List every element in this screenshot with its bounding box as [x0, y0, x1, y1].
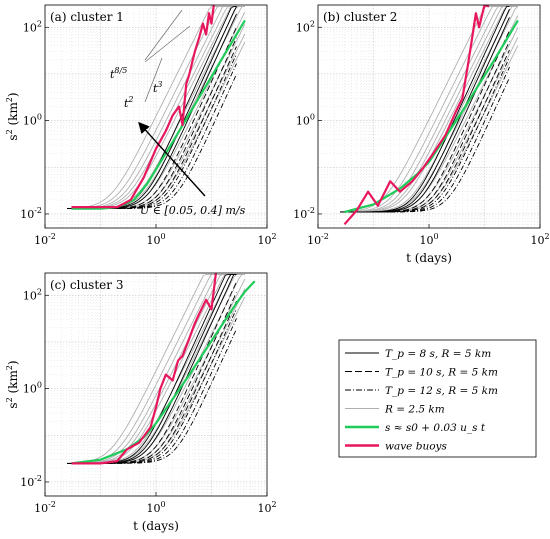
arrow-label: U ∈ [0.05, 0.4] m/s — [140, 204, 246, 217]
y-tick-label: 102 — [23, 287, 42, 302]
grey-model-curve — [340, 5, 518, 213]
black-model-curve — [67, 308, 237, 464]
x-axis-label: t (days) — [133, 519, 179, 533]
fit-line — [71, 280, 256, 465]
black-model-curve — [340, 5, 510, 213]
black-model-curve — [340, 66, 510, 213]
black-model-curve — [340, 77, 510, 213]
y-tick-label: 102 — [296, 19, 315, 34]
x-axis-label: t (days) — [406, 251, 452, 265]
y-tick-label: 102 — [23, 19, 42, 34]
grid — [45, 5, 267, 228]
legend-label: wave buoys — [385, 441, 447, 453]
legend-label: T_p = 12 s, R = 5 km — [385, 385, 498, 397]
panel-cluster-3: 10-2 100 102 10-2 100 102 (c) cluster 3 t (days… — [5, 272, 277, 533]
model-curves — [340, 5, 519, 226]
panel-cluster-1: 10-2 100 102 10-2 100 102 (a) cluster 1 s2 (km2… — [5, 4, 277, 247]
black-model-curve — [67, 13, 237, 210]
panel-label: (c) cluster 3 — [50, 278, 123, 292]
y-tick-label: 10-2 — [20, 206, 42, 221]
y-tick-label: 10-2 — [293, 206, 315, 221]
grey-model-curve — [67, 5, 245, 209]
grey-model-curve — [340, 5, 518, 213]
x-tick-label: 100 — [419, 232, 438, 247]
model-curves — [67, 273, 256, 465]
wave-buoys-line — [71, 5, 215, 209]
legend-label: s ≈ s0 + 0.03 u_s t — [385, 422, 486, 434]
slope-label: t2 — [124, 95, 134, 110]
y-tick-label: 100 — [23, 113, 42, 128]
legend-label: R = 2.5 km — [384, 404, 445, 416]
annotations: t8/5 t3 t2 U ∈ [0.05, 0.4] m/s — [110, 9, 246, 217]
y-axis-label: s2 (km2) — [5, 92, 20, 140]
x-tick-label: 100 — [146, 232, 165, 247]
black-model-curve — [340, 57, 510, 213]
legend-label: T_p = 8 s, R = 5 km — [385, 348, 491, 360]
wave-buoys-line — [343, 5, 490, 226]
slope-label: t3 — [153, 80, 163, 95]
model-curves — [67, 5, 246, 210]
x-tick-label: 10-2 — [34, 232, 56, 247]
black-model-curve — [67, 63, 237, 210]
panel-label: (a) cluster 1 — [50, 10, 124, 24]
arrow — [138, 121, 206, 197]
black-model-curve — [340, 8, 510, 213]
y-axis-label: s2 (km2) — [5, 360, 20, 408]
x-tick-label: 102 — [530, 232, 549, 247]
x-tick-label: 102 — [257, 500, 276, 515]
x-tick-label: 100 — [146, 500, 165, 515]
black-model-curve — [340, 49, 510, 213]
panel-cluster-2: 10-2 100 102 10-2 100 102 (b) cluster 2 t (days… — [293, 4, 550, 265]
slope-line — [144, 9, 183, 61]
x-tick-label: 102 — [257, 232, 276, 247]
slope-line — [144, 25, 191, 63]
slope-line — [144, 57, 163, 103]
y-tick-label: 100 — [23, 381, 42, 396]
legend: T_p = 8 s, R = 5 km T_p = 10 s, R = 5 km T… — [338, 339, 537, 458]
y-tick-label: 10-2 — [20, 474, 42, 489]
x-tick-label: 10-2 — [307, 232, 329, 247]
black-model-curve — [67, 74, 237, 210]
black-model-curve — [67, 328, 237, 464]
black-model-curve — [67, 318, 237, 464]
legend-box — [338, 339, 537, 458]
slope-label: t8/5 — [110, 66, 127, 81]
x-tick-label: 10-2 — [34, 500, 56, 515]
grid — [45, 273, 267, 496]
wave-buoys-line — [71, 273, 217, 465]
fit-line — [344, 19, 519, 214]
legend-label: T_p = 10 s, R = 5 km — [385, 367, 498, 379]
y-tick-label: 100 — [296, 113, 315, 128]
black-model-curve — [340, 17, 510, 213]
panel-label: (b) cluster 2 — [323, 10, 397, 24]
black-model-curve — [67, 53, 237, 210]
